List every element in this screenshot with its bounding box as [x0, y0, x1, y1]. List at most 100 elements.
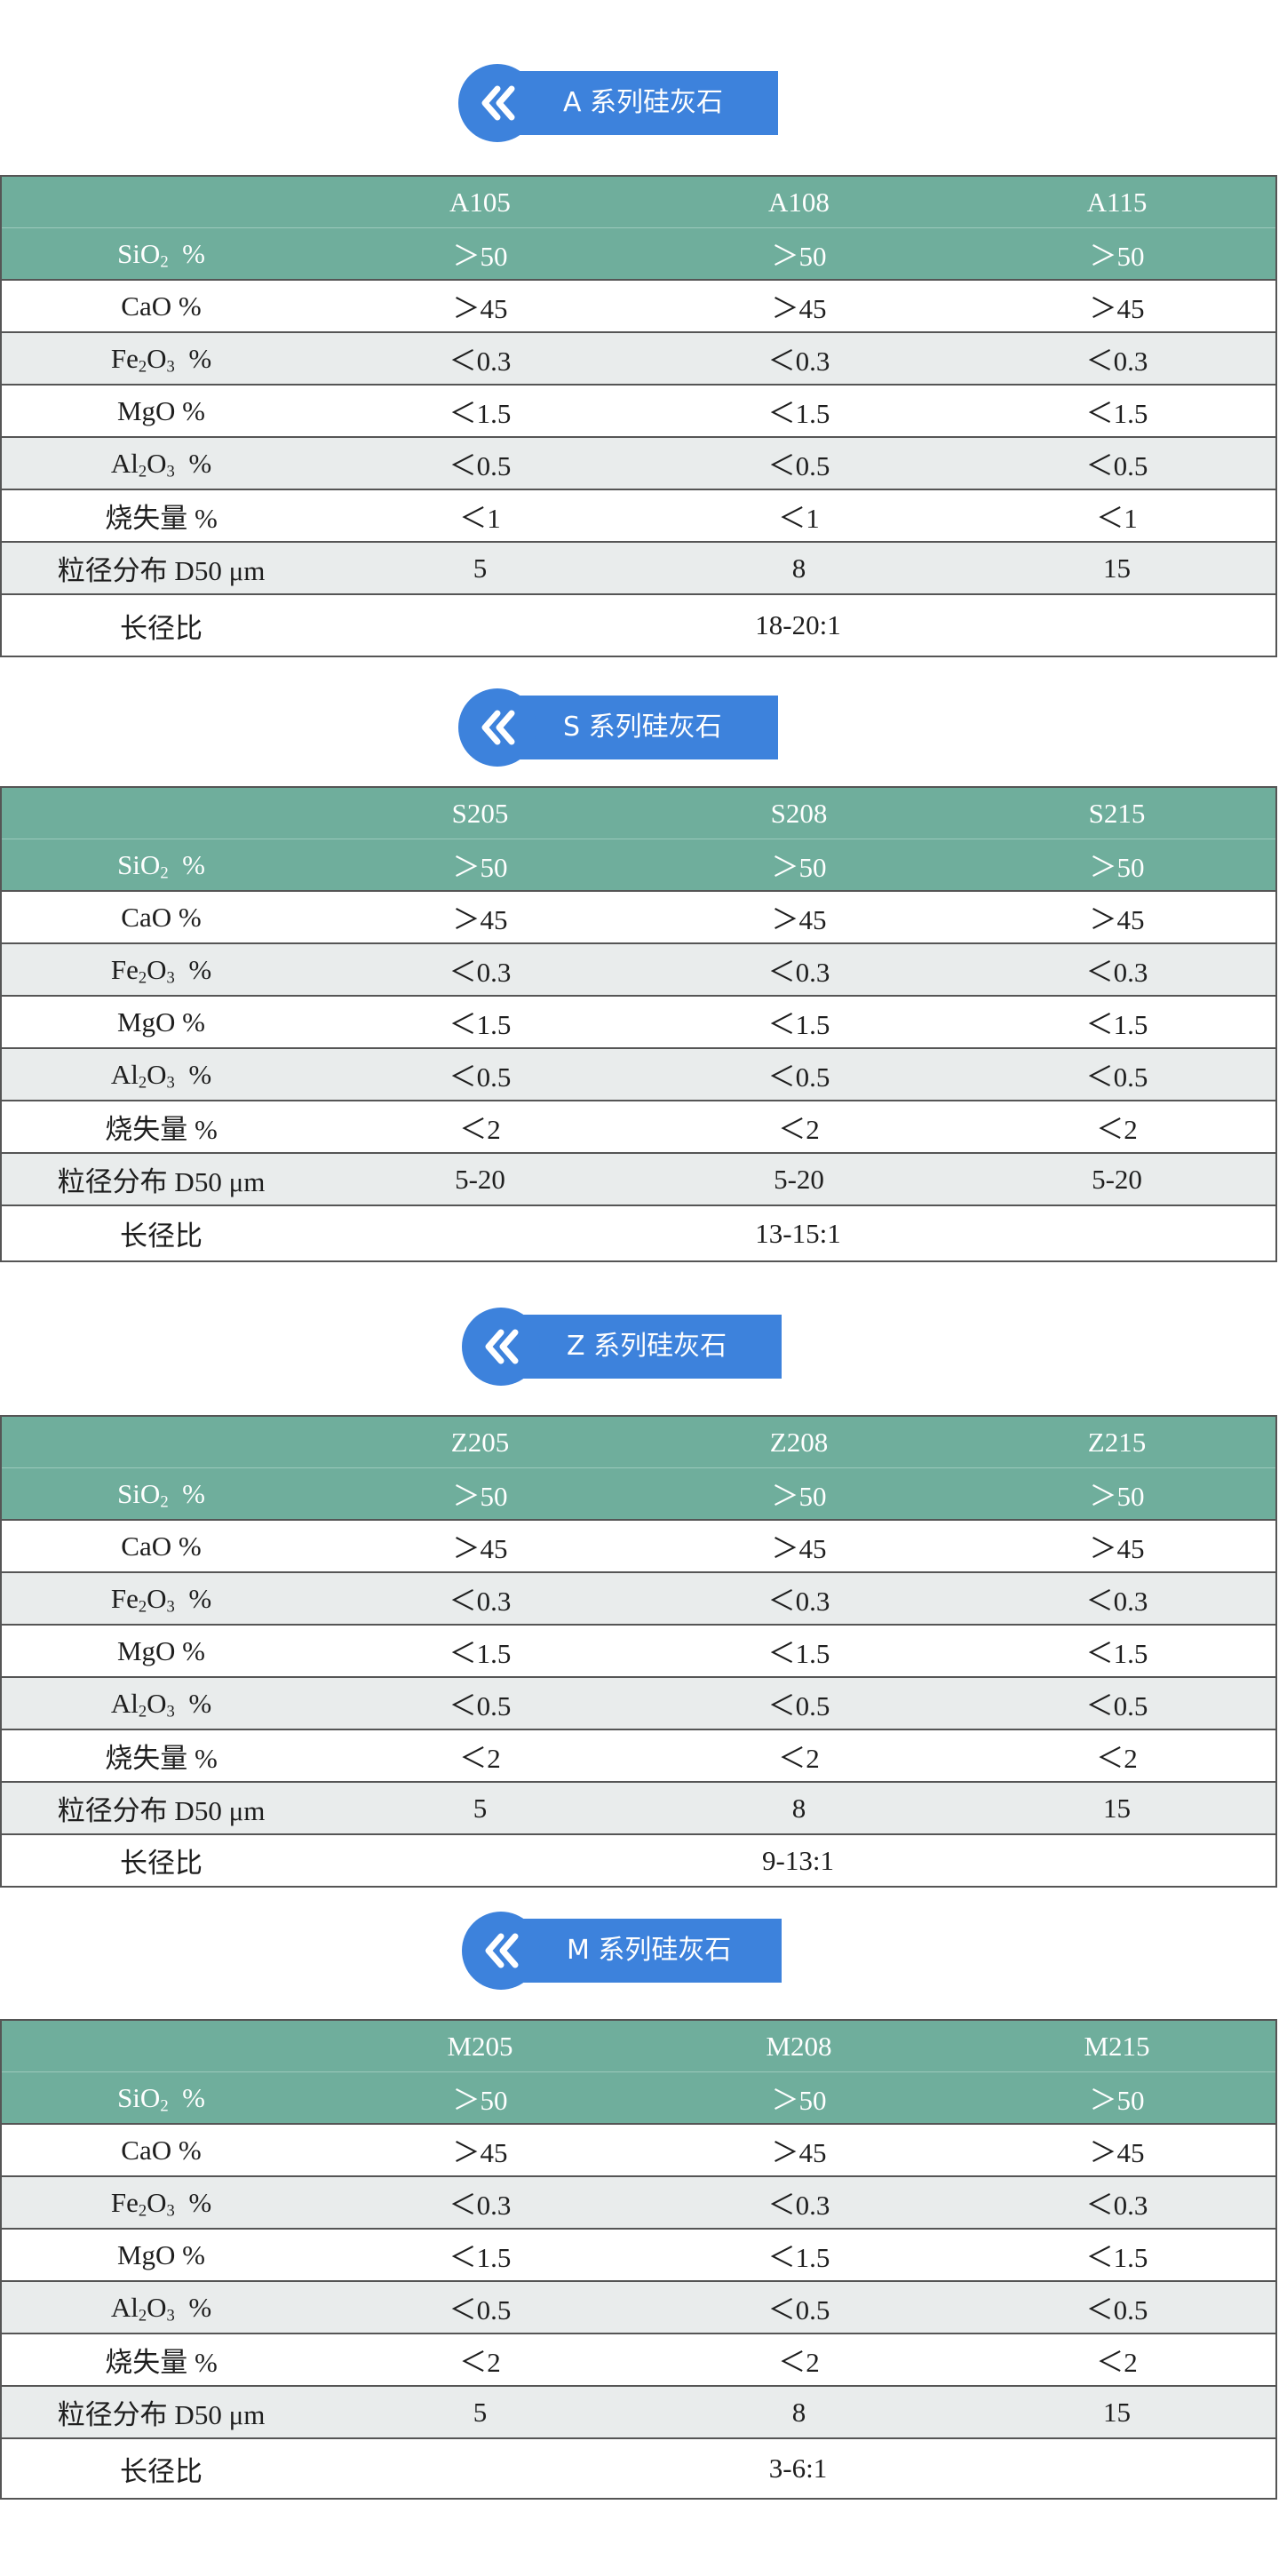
value-cell: ＜0.5	[321, 2281, 640, 2334]
sio2-row: SiO2 % ＞50 ＞50 ＞50	[1, 1467, 1276, 1521]
label-text: CaO %	[121, 1530, 202, 1562]
label-subscript: 3	[166, 968, 175, 988]
value-cell: ＜2	[321, 1729, 640, 1783]
label-unit: %	[188, 447, 212, 479]
cao-row: CaO % ＞45 ＞45 ＞45	[1, 280, 1276, 333]
value-cell: ＜0.5	[958, 1048, 1276, 1101]
label-text: Fe	[110, 2186, 139, 2218]
model-name: A108	[640, 176, 958, 228]
value-cell: 8	[640, 1782, 958, 1835]
row-label: Al2O3 %	[1, 1677, 321, 1730]
label-text: Al	[110, 2291, 139, 2323]
double-chevron-left-icon	[478, 1928, 524, 1974]
value-cell: ＞45	[640, 280, 958, 333]
row-label: Fe2O3 %	[1, 1572, 321, 1626]
value-cell: ＜0.3	[958, 1572, 1276, 1626]
value-cell: ＞45	[640, 891, 958, 944]
label-subscript: 3	[166, 1597, 175, 1617]
value-cell: ＞45	[958, 2124, 1276, 2177]
label-unit: %	[188, 1687, 212, 1719]
value-cell: ＜2	[640, 1729, 958, 1783]
label-text: MgO %	[116, 2238, 206, 2270]
label-text: O	[147, 342, 167, 374]
cao-row: CaO % ＞45 ＞45 ＞45	[1, 891, 1276, 944]
row-label: MgO %	[1, 1625, 321, 1678]
value-cell: ＜2	[958, 2334, 1276, 2387]
value-cell: ＜1.5	[321, 2229, 640, 2282]
label-text: Al	[110, 1058, 139, 1090]
spec-table: A105 A108 A115 SiO2 % ＞50 ＞50 ＞50 CaO % ＞45 ＞45 ＞4…	[0, 175, 1277, 657]
al2o3-row: Al2O3 % ＜0.5 ＜0.5 ＜0.5	[1, 1048, 1276, 1101]
label-unit: %	[182, 1477, 205, 1509]
value-cell: ＜1	[958, 489, 1276, 543]
value-cell: ＞45	[640, 1520, 958, 1573]
model-name: M205	[321, 2020, 640, 2072]
value-cell: ＜0.3	[321, 332, 640, 386]
label-text: Fe	[110, 1582, 139, 1614]
row-label: CaO %	[1, 280, 321, 333]
model-header-row: S205 S208 S215	[1, 787, 1276, 839]
tab-background	[512, 71, 778, 135]
fe2o3-row: Fe2O3 % ＜0.3 ＜0.3 ＜0.3	[1, 1572, 1276, 1626]
value-cell: ＞45	[321, 280, 640, 333]
value-cell: 5	[321, 542, 640, 595]
label-text: Fe	[110, 953, 139, 985]
label-subscript: 2	[160, 2096, 169, 2116]
value-cell: ＞50	[321, 2071, 640, 2125]
value-cell: ＞50	[958, 839, 1276, 892]
label-text: 粒径分布 D50 μm	[57, 555, 266, 586]
model-name: Z215	[958, 1416, 1276, 1468]
label-text: SiO	[117, 1477, 161, 1509]
model-name: S215	[958, 787, 1276, 839]
model-name: S208	[640, 787, 958, 839]
aspect-ratio-value: 3-6:1	[321, 2438, 1276, 2500]
label-text: 长径比	[120, 1848, 203, 1879]
value-cell: ＞50	[640, 2071, 958, 2125]
value-cell: ＜0.5	[640, 1677, 958, 1730]
double-chevron-left-icon	[478, 1324, 524, 1370]
label-text: 烧失量 %	[105, 2347, 218, 2378]
label-subscript: 3	[166, 1702, 175, 1721]
series-title: A 系列硅灰石	[563, 87, 724, 118]
row-label: CaO %	[1, 1520, 321, 1573]
model-header-row: A105 A108 A115	[1, 176, 1276, 228]
tab-icon-circle	[462, 1308, 540, 1386]
row-label: 粒径分布 D50 μm	[1, 1153, 321, 1206]
sio2-row: SiO2 % ＞50 ＞50 ＞50	[1, 839, 1276, 892]
value-cell: ＜1.5	[958, 385, 1276, 438]
value-cell: ＞50	[640, 227, 958, 281]
value-cell: ＜2	[958, 1101, 1276, 1154]
spec-table: Z205 Z208 Z215 SiO2 % ＞50 ＞50 ＞50 CaO % ＞45 ＞45 ＞4…	[0, 1415, 1277, 1888]
model-name: M208	[640, 2020, 958, 2072]
value-cell: 15	[958, 2386, 1276, 2439]
label-text: 粒径分布 D50 μm	[57, 2399, 266, 2430]
row-label: 长径比	[1, 1205, 321, 1262]
label-text: Al	[110, 1687, 139, 1719]
model-header-row: Z205 Z208 Z215	[1, 1416, 1276, 1468]
row-label: MgO %	[1, 385, 321, 438]
loss-on-ignition-row: 烧失量 % ＜2 ＜2 ＜2	[1, 1729, 1276, 1783]
spec-table: M205 M208 M215 SiO2 % ＞50 ＞50 ＞50 CaO % ＞45 ＞45 ＞4…	[0, 2019, 1277, 2500]
particle-size-d50-row: 粒径分布 D50 μm 5-20 5-20 5-20	[1, 1153, 1276, 1206]
mgo-row: MgO % ＜1.5 ＜1.5 ＜1.5	[1, 2229, 1276, 2282]
value-cell: ＜0.5	[958, 437, 1276, 490]
aspect-ratio-row: 长径比 18-20:1	[1, 594, 1276, 657]
label-subscript: 2	[138, 462, 147, 481]
al2o3-row: Al2O3 % ＜0.5 ＜0.5 ＜0.5	[1, 1677, 1276, 1730]
cao-row: CaO % ＞45 ＞45 ＞45	[1, 1520, 1276, 1573]
label-text: O	[147, 2186, 167, 2218]
model-name: A115	[958, 176, 1276, 228]
value-cell: ＜0.5	[321, 1048, 640, 1101]
value-cell: ＜0.3	[321, 1572, 640, 1626]
header-empty-cell	[1, 176, 321, 228]
tab-icon-circle	[462, 1912, 540, 1990]
row-label: CaO %	[1, 891, 321, 944]
row-label: 烧失量 %	[1, 2334, 321, 2387]
value-cell: ＜1.5	[640, 1625, 958, 1678]
value-cell: ＞50	[958, 2071, 1276, 2125]
sio2-row: SiO2 % ＞50 ＞50 ＞50	[1, 2071, 1276, 2125]
label-text: O	[147, 953, 167, 985]
row-label: SiO2 %	[1, 839, 321, 892]
value-cell: ＜0.5	[640, 2281, 958, 2334]
series-title-tab: S 系列硅灰石	[458, 688, 778, 767]
